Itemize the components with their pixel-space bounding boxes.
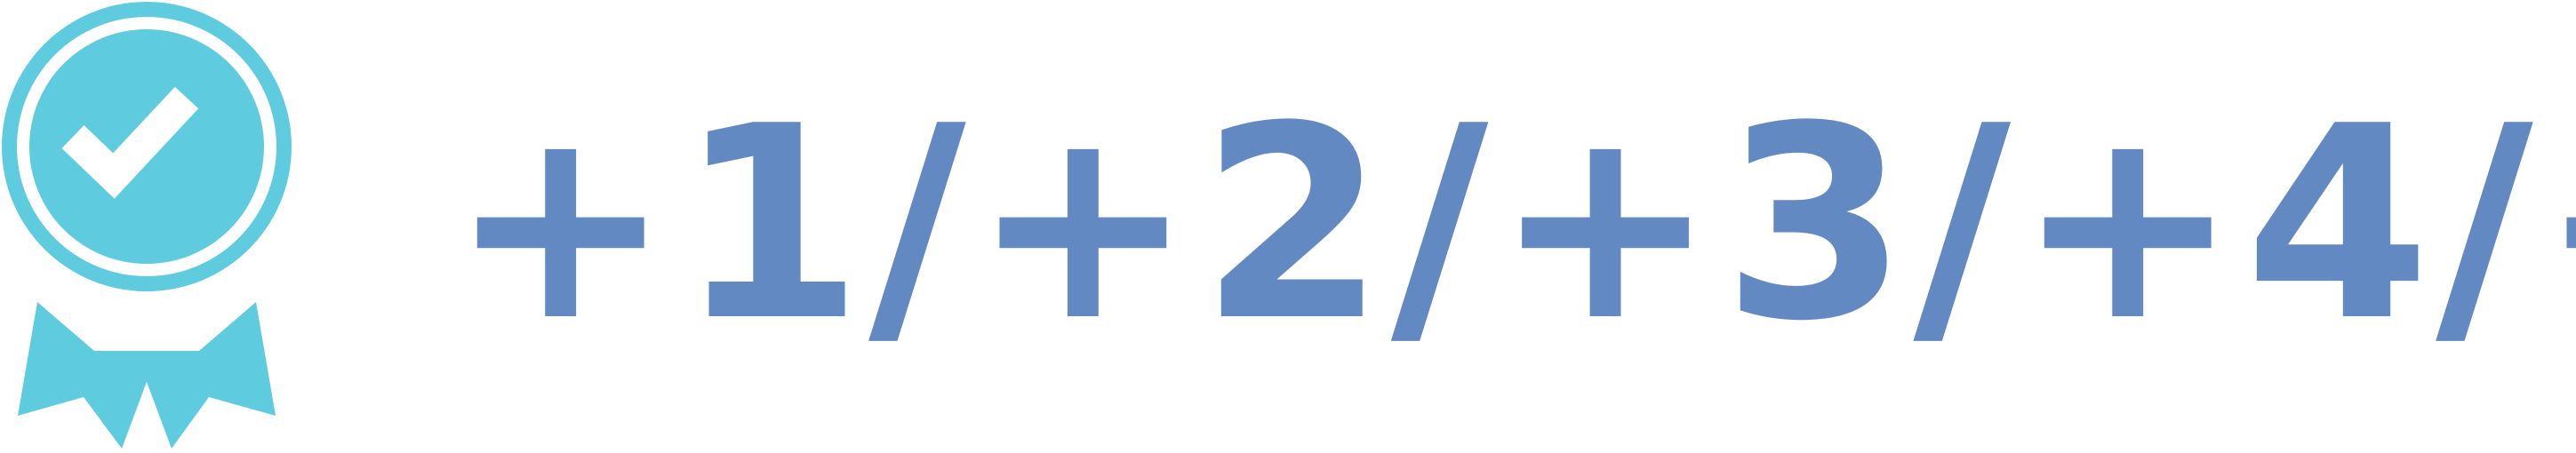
- checkmark-icon: [61, 86, 199, 199]
- increment-sequence: +1/+2/+3/+4/+5: [449, 0, 2576, 449]
- badge-ribbons: [18, 302, 276, 449]
- award-ribbon-check-icon: [0, 0, 293, 449]
- increment-sequence-text: +1/+2/+3/+4/+5: [449, 68, 2576, 379]
